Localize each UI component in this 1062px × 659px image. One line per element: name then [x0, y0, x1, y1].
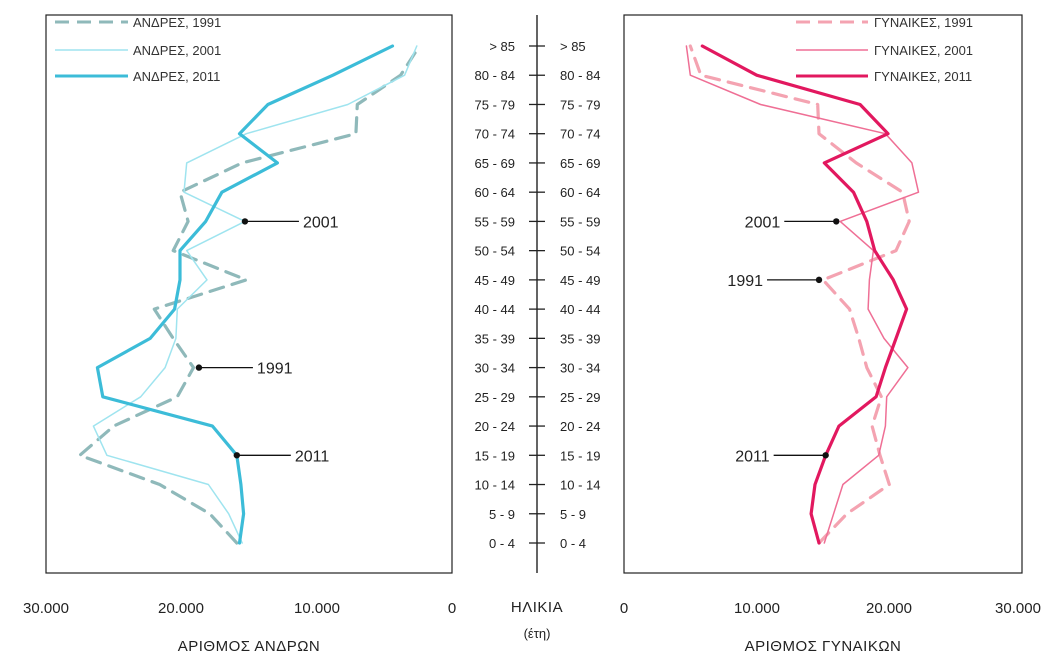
men-series-line-1: [92, 45, 418, 544]
age-label-right-14: 70 - 74: [560, 127, 600, 142]
age-label-right-2: 10 - 14: [560, 478, 600, 493]
men-x-axis-title: ΑΡΙΘΜΟΣ ΑΝΔΡΩΝ: [178, 638, 321, 655]
men-annotation-dot-2: [233, 452, 241, 459]
men-annotation-label-1: 1991: [257, 361, 293, 378]
women-x-axis-title: ΑΡΙΘΜΟΣ ΓΥΝΑΙΚΩΝ: [745, 638, 902, 655]
women-annotation-dot-2: [822, 452, 829, 459]
women-annotation-label-0: 2001: [745, 214, 781, 231]
women-legend: ΓΥΝΑΙΚΕΣ, 1991 ΓΥΝΑΙΚΕΣ, 2001 ΓΥΝΑΙΚΕΣ, …: [796, 15, 973, 84]
age-label-right-8: 40 - 44: [560, 302, 600, 317]
age-label-left-6: 30 - 34: [475, 361, 515, 376]
age-label-left-2: 10 - 14: [475, 478, 515, 493]
age-label-right-12: 60 - 64: [560, 185, 600, 200]
men-plot-frame: [45, 14, 453, 574]
men-x-tick-0: 0: [448, 600, 456, 617]
women-plot-frame: [623, 14, 1023, 574]
men-annotation-dot-0: [241, 218, 249, 225]
age-label-left-14: 70 - 74: [475, 127, 515, 142]
age-label-left-9: 45 - 49: [475, 273, 515, 288]
men-x-tick-30000: 30.000: [23, 600, 69, 617]
women-x-ticks: 0 10.000 20.000 30.000: [620, 600, 1041, 617]
women-annotation-dot-0: [833, 218, 840, 225]
women-annotation-label-1: 1991: [727, 273, 763, 290]
age-label-right-13: 65 - 69: [560, 156, 600, 171]
women-x-tick-0: 0: [620, 600, 628, 617]
age-label-right-16: 80 - 84: [560, 68, 600, 83]
men-annotation-dot-1: [195, 364, 203, 371]
men-x-tick-10000: 10.000: [294, 600, 340, 617]
age-label-right-17: > 85: [560, 39, 586, 54]
age-label-left-12: 60 - 64: [475, 185, 515, 200]
legend-label-women-1991: ΓΥΝΑΙΚΕΣ, 1991: [874, 15, 973, 30]
women-series-line-0: [688, 44, 911, 545]
age-label-right-9: 45 - 49: [560, 273, 600, 288]
legend-label-men-2001: ΑΝΔΡΕΣ, 2001: [133, 43, 221, 58]
age-label-right-7: 35 - 39: [560, 331, 600, 346]
age-axis-title: ΗΛΙΚΙΑ: [511, 599, 563, 616]
men-series-line-0: [78, 44, 422, 545]
legend-label-men-2011: ΑΝΔΡΕΣ, 2011: [133, 69, 220, 84]
age-label-left-15: 75 - 79: [475, 97, 515, 112]
age-label-right-5: 25 - 29: [560, 390, 600, 405]
legend-label-women-2001: ΓΥΝΑΙΚΕΣ, 2001: [874, 43, 973, 58]
age-axis-subtitle: (έτη): [524, 626, 551, 641]
men-x-tick-20000: 20.000: [158, 600, 204, 617]
men-legend: ΑΝΔΡΕΣ, 1991 ΑΝΔΡΕΣ, 2001 ΑΝΔΡΕΣ, 2011: [55, 15, 221, 84]
age-labels-right: 0 - 4 5 - 9 10 - 14 15 - 19 20 - 24 25 - 29 30…: [560, 39, 600, 551]
men-annotations: 2001 1991 2011: [195, 214, 339, 465]
age-label-left-10: 50 - 54: [475, 244, 515, 259]
age-label-right-4: 20 - 24: [560, 419, 600, 434]
age-label-left-16: 80 - 84: [475, 68, 515, 83]
women-annotation-label-2: 2011: [735, 448, 770, 465]
age-label-left-17: > 85: [489, 39, 515, 54]
age-label-left-4: 20 - 24: [475, 419, 515, 434]
age-label-left-13: 65 - 69: [475, 156, 515, 171]
women-annotation-dot-1: [815, 276, 823, 284]
age-label-left-8: 40 - 44: [475, 302, 515, 317]
age-label-left-3: 15 - 19: [475, 448, 515, 463]
age-label-right-3: 15 - 19: [560, 448, 600, 463]
age-label-left-1: 5 - 9: [489, 507, 515, 522]
legend-label-men-1991: ΑΝΔΡΕΣ, 1991: [133, 15, 221, 30]
legend-label-women-2011: ΓΥΝΑΙΚΕΣ, 2011: [874, 69, 972, 84]
men-series-line-2: [95, 44, 395, 545]
women-x-tick-10000: 10.000: [734, 600, 780, 617]
age-label-right-6: 30 - 34: [560, 361, 600, 376]
age-labels-left: 0 - 4 5 - 9 10 - 14 15 - 19 20 - 24 25 - 29 30…: [475, 39, 515, 551]
men-annotation-label-0: 2001: [303, 214, 339, 231]
age-label-left-11: 55 - 59: [475, 214, 515, 229]
women-series-line-1: [685, 45, 920, 544]
women-annotations: 2001 1991 2011: [727, 214, 840, 465]
age-ticks: [529, 45, 545, 544]
age-label-left-5: 25 - 29: [475, 390, 515, 405]
age-label-right-11: 55 - 59: [560, 214, 600, 229]
age-label-right-0: 0 - 4: [560, 536, 586, 551]
age-label-right-10: 50 - 54: [560, 244, 600, 259]
age-label-left-7: 35 - 39: [475, 331, 515, 346]
age-label-right-15: 75 - 79: [560, 97, 600, 112]
women-x-tick-30000: 30.000: [995, 600, 1041, 617]
men-annotation-label-2: 2011: [295, 448, 330, 465]
age-label-left-0: 0 - 4: [489, 536, 515, 551]
women-x-tick-20000: 20.000: [866, 600, 912, 617]
men-series-group: [78, 44, 422, 545]
women-series-group: [685, 44, 920, 545]
men-x-ticks: 30.000 20.000 10.000 0: [23, 600, 456, 617]
age-label-right-1: 5 - 9: [560, 507, 586, 522]
women-series-line-2: [700, 44, 909, 545]
